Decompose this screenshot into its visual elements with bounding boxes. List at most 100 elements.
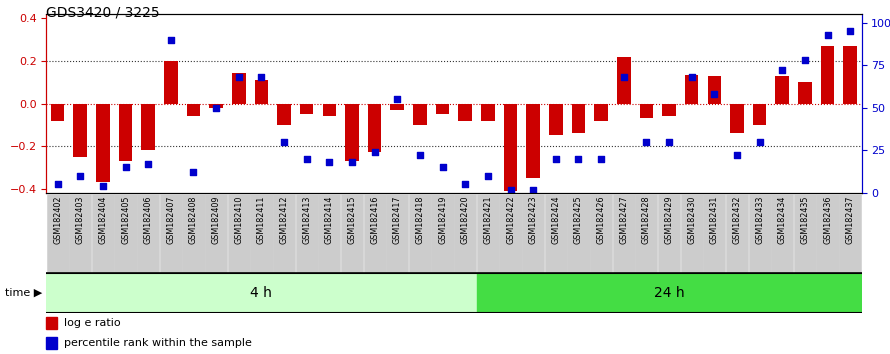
Point	[255, 74, 269, 80]
Bar	[137, 194, 159, 272]
Bar	[730, 104, 744, 133]
Point	[481, 173, 495, 179]
Text: GSM182414: GSM182414	[325, 195, 334, 244]
Bar	[662, 104, 676, 116]
Point	[594, 156, 608, 162]
Bar	[726, 194, 748, 272]
Text: GSM182408: GSM182408	[189, 195, 198, 244]
Bar	[595, 104, 608, 121]
Bar	[549, 104, 562, 136]
Point	[504, 187, 518, 192]
Bar	[46, 194, 69, 272]
Text: GSM182402: GSM182402	[53, 195, 62, 244]
Bar	[69, 194, 92, 272]
Point	[413, 153, 427, 158]
Bar	[753, 104, 766, 125]
Bar	[703, 194, 725, 272]
Bar	[504, 104, 517, 191]
Bar	[775, 76, 789, 104]
Bar	[319, 194, 341, 272]
Bar	[436, 104, 449, 114]
Point	[708, 91, 722, 97]
Bar	[228, 194, 250, 272]
Text: GSM182434: GSM182434	[778, 195, 787, 244]
Text: GSM182425: GSM182425	[574, 195, 583, 244]
Bar	[748, 194, 771, 272]
Bar	[250, 194, 272, 272]
Bar	[118, 104, 133, 161]
Text: GSM182433: GSM182433	[755, 195, 765, 244]
Bar	[46, 273, 476, 313]
Point	[231, 74, 246, 80]
Bar	[300, 104, 313, 114]
Text: GSM182423: GSM182423	[529, 195, 538, 244]
Bar	[526, 104, 540, 178]
Text: GSM182431: GSM182431	[710, 195, 719, 244]
Bar	[409, 194, 431, 272]
Text: GSM182435: GSM182435	[800, 195, 809, 244]
Text: GSM182404: GSM182404	[99, 195, 108, 244]
Point	[821, 32, 835, 38]
Point	[277, 139, 291, 145]
Bar	[209, 104, 222, 108]
Text: GSM182436: GSM182436	[823, 195, 832, 244]
Point	[684, 74, 699, 80]
Bar	[142, 104, 155, 150]
Text: GSM182422: GSM182422	[506, 195, 515, 244]
Bar	[96, 104, 109, 182]
Bar	[345, 104, 359, 161]
Point	[164, 37, 178, 42]
Bar	[232, 73, 246, 104]
Text: GSM182413: GSM182413	[303, 195, 312, 244]
Point	[141, 161, 156, 167]
Text: GSM182403: GSM182403	[76, 195, 85, 244]
Text: GSM182428: GSM182428	[642, 195, 651, 244]
Point	[435, 165, 449, 170]
Text: 24 h: 24 h	[654, 286, 684, 300]
Bar	[499, 194, 522, 272]
Bar	[844, 46, 857, 104]
Bar	[363, 194, 385, 272]
Text: GSM182421: GSM182421	[483, 195, 492, 244]
Bar	[46, 337, 57, 349]
Bar	[522, 194, 545, 272]
Bar	[205, 194, 227, 272]
Bar	[617, 57, 630, 104]
Point	[662, 139, 676, 145]
Point	[526, 187, 540, 192]
Text: GSM182416: GSM182416	[370, 195, 379, 244]
Bar	[432, 194, 454, 272]
Text: 4 h: 4 h	[250, 286, 272, 300]
Bar	[545, 194, 567, 272]
Point	[390, 96, 404, 102]
Text: GSM182424: GSM182424	[551, 195, 561, 244]
Bar	[816, 194, 838, 272]
Point	[730, 153, 744, 158]
Bar	[839, 194, 862, 272]
Text: GSM182415: GSM182415	[347, 195, 357, 244]
Bar	[771, 194, 793, 272]
Bar	[278, 104, 291, 125]
Text: time ▶: time ▶	[4, 288, 42, 298]
Bar	[386, 194, 409, 272]
Bar	[476, 273, 862, 313]
Bar	[322, 104, 336, 116]
Bar	[681, 194, 703, 272]
Point	[775, 68, 789, 73]
Bar	[798, 82, 812, 104]
Bar	[571, 104, 586, 133]
Bar	[685, 75, 699, 104]
Bar	[295, 194, 318, 272]
Text: GSM182420: GSM182420	[461, 195, 470, 244]
Bar	[92, 194, 114, 272]
Text: GSM182405: GSM182405	[121, 195, 130, 244]
Text: GDS3420 / 3225: GDS3420 / 3225	[46, 5, 160, 19]
Text: log e ratio: log e ratio	[64, 318, 121, 328]
Text: GSM182409: GSM182409	[212, 195, 221, 244]
Bar	[794, 194, 816, 272]
Text: GSM182407: GSM182407	[166, 195, 175, 244]
Bar	[115, 194, 137, 272]
Text: percentile rank within the sample: percentile rank within the sample	[64, 338, 252, 348]
Bar	[273, 194, 295, 272]
Bar	[458, 104, 472, 121]
